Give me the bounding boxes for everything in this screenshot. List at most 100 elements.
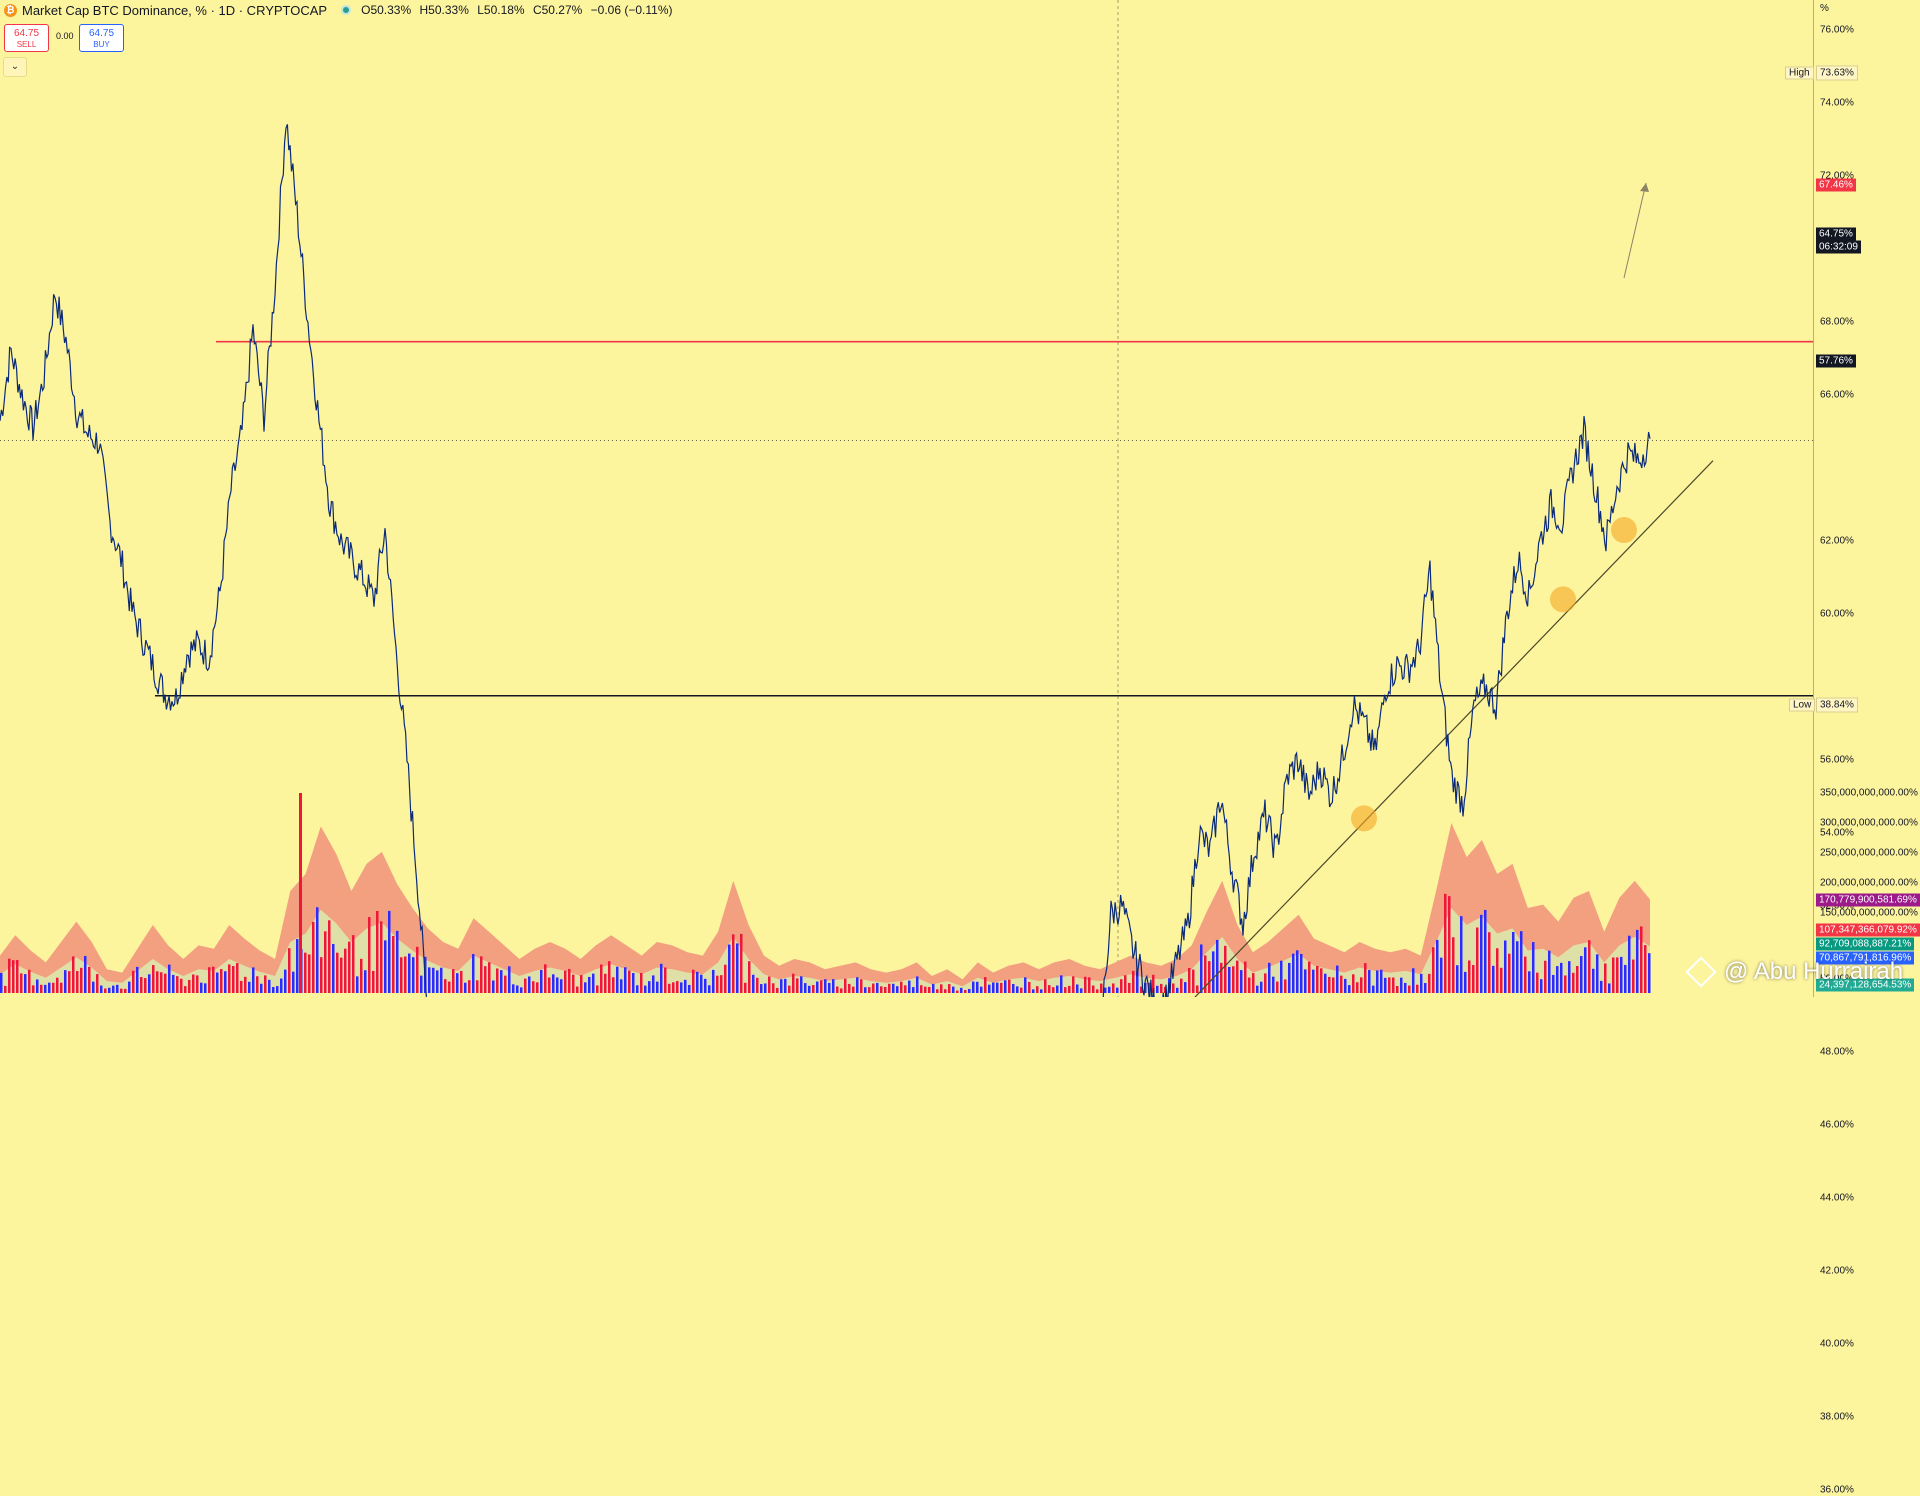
volume-bar xyxy=(1208,961,1211,993)
volume-bar xyxy=(444,979,447,993)
volume-bar xyxy=(1608,983,1611,993)
chevron-down-icon[interactable]: ⌄ xyxy=(3,57,27,77)
volume-bar xyxy=(1640,926,1643,993)
volume-bar xyxy=(392,936,395,993)
volume-bar xyxy=(952,986,955,993)
volume-bar xyxy=(1224,945,1227,993)
volume-bar xyxy=(908,980,911,993)
volume-bar xyxy=(860,979,863,993)
volume-bar xyxy=(1564,975,1567,993)
volume-bar xyxy=(1616,957,1619,993)
volume-bar xyxy=(1132,970,1135,993)
volume-bar xyxy=(524,978,527,993)
volume-bar xyxy=(1596,954,1599,993)
volume-bar xyxy=(560,979,563,993)
volume-bar xyxy=(1248,977,1251,993)
price-chart[interactable] xyxy=(0,0,1920,997)
volume-bar xyxy=(48,982,51,993)
ohlc-values: O50.33% H50.33% L50.18% C50.27% −0.06 (−… xyxy=(361,3,677,17)
volume-bar xyxy=(548,977,551,993)
volume-bar xyxy=(1560,962,1563,993)
volume-bar xyxy=(192,974,195,993)
volume-bar xyxy=(896,986,899,993)
volume-bar xyxy=(640,972,643,993)
volume-bar xyxy=(772,983,775,993)
volume-bar xyxy=(616,966,619,993)
ohlc-close: C50.27% xyxy=(532,3,583,17)
volume-bar xyxy=(160,972,163,993)
volume-bar xyxy=(1304,969,1307,993)
volume-bar xyxy=(1216,939,1219,993)
volume-bar xyxy=(348,941,351,993)
volume-bar xyxy=(104,988,107,993)
volume-bar xyxy=(784,978,787,993)
volume-bar xyxy=(536,982,539,993)
watermark: @ Abu Hurrairah xyxy=(1685,956,1903,988)
countdown-tag: 06:32:09 xyxy=(1816,240,1861,254)
volume-bar xyxy=(968,988,971,993)
volume-bar xyxy=(1556,966,1559,993)
volume-bar xyxy=(1428,973,1431,993)
volume-bar xyxy=(1516,941,1519,993)
volume-bar xyxy=(484,966,487,993)
price-series xyxy=(0,124,1651,997)
volume-bar xyxy=(172,974,175,993)
volume-bar xyxy=(320,957,323,993)
volume-bar xyxy=(1108,986,1111,993)
volume-bar xyxy=(64,970,67,993)
volume-bar xyxy=(680,982,683,993)
volume-bar xyxy=(544,964,547,993)
volume-bar xyxy=(272,987,275,993)
volume-bar xyxy=(252,967,255,993)
volume-tick-label: 250,000,000,000.00% xyxy=(1820,847,1918,859)
volume-bar xyxy=(1592,968,1595,993)
volume-bar xyxy=(852,986,855,993)
volume-bar xyxy=(380,921,383,993)
price-tick-label: 76.00% xyxy=(1820,24,1854,36)
volume-bar xyxy=(1424,983,1427,993)
volume-bar xyxy=(964,990,967,993)
volume-bar xyxy=(1068,985,1071,993)
volume-bar xyxy=(40,984,43,993)
volume-bar xyxy=(632,973,635,993)
volume-bar xyxy=(0,972,3,993)
touch-point-marker xyxy=(1611,517,1637,544)
volume-bar xyxy=(1328,976,1331,993)
volume-bar xyxy=(1084,976,1087,993)
volume-bar xyxy=(24,974,27,993)
volume-bar xyxy=(1376,970,1379,993)
volume-bar xyxy=(1240,970,1243,993)
volume-bar xyxy=(472,954,475,993)
symbol-title[interactable]: Market Cap BTC Dominance, % · 1D · CRYPT… xyxy=(22,2,328,18)
volume-value-tag: 92,709,088,887.21% xyxy=(1816,937,1915,951)
volume-bar xyxy=(108,987,111,993)
volume-bar xyxy=(156,971,159,993)
price-axis[interactable] xyxy=(1813,0,1920,997)
volume-bar xyxy=(1268,962,1271,993)
volume-bar xyxy=(728,944,731,993)
volume-bar xyxy=(324,931,327,993)
volume-bar xyxy=(1288,962,1291,993)
volume-bar xyxy=(1456,965,1459,993)
volume-bar xyxy=(568,968,571,993)
volume-bar xyxy=(368,917,371,993)
sell-button[interactable]: 64.75 SELL xyxy=(4,24,49,52)
volume-bar xyxy=(316,907,319,993)
support-price-tag: 57.76% xyxy=(1816,354,1856,368)
volume-bar xyxy=(460,970,463,993)
volume-bar xyxy=(864,987,867,993)
volume-bar xyxy=(1196,985,1199,993)
volume-bar xyxy=(596,985,599,993)
buy-button[interactable]: 64.75 BUY xyxy=(79,24,124,52)
volume-bar xyxy=(452,969,455,993)
volume-bar xyxy=(56,977,59,993)
price-tick-label: 54.00% xyxy=(1820,827,1854,839)
volume-bar xyxy=(592,973,595,993)
volume-bar xyxy=(132,970,135,993)
volume-bar xyxy=(1008,979,1011,993)
volume-bar xyxy=(92,981,95,993)
volume-bar xyxy=(580,975,583,993)
volume-bar xyxy=(1252,973,1255,993)
volume-bar xyxy=(1404,982,1407,993)
spread-value: 0.00 xyxy=(56,31,74,41)
